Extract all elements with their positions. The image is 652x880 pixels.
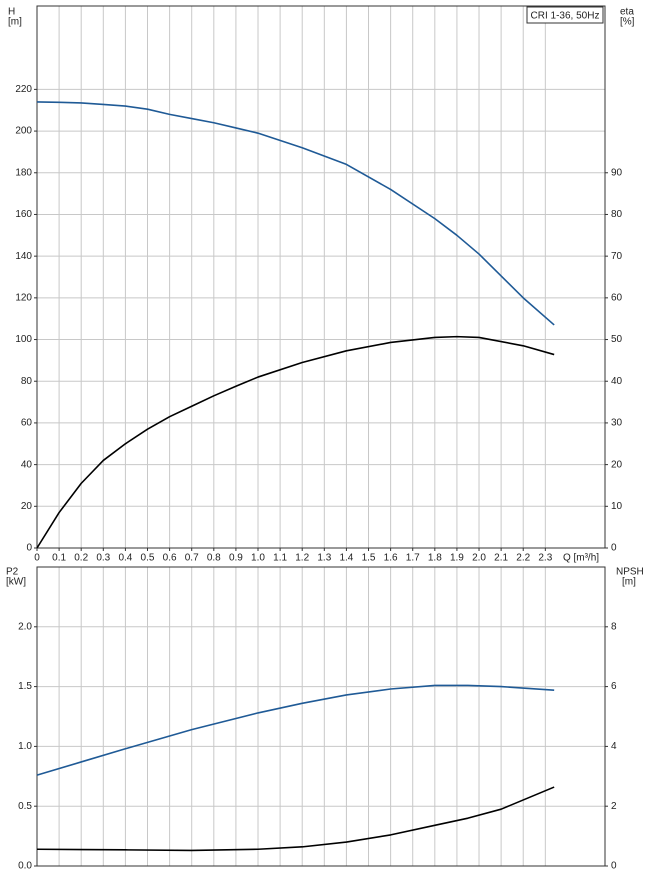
- curve: [36, 786, 555, 852]
- y2-tick-label: 30: [611, 418, 623, 429]
- x-tick-label: 0.9: [229, 553, 243, 564]
- x-tick-label: 0.5: [141, 553, 155, 564]
- y2-axis-unit: [%]: [620, 17, 635, 28]
- y-tick-label: 200: [15, 126, 32, 137]
- y-tick-label: 1.5: [18, 681, 32, 692]
- plot-frame: [36, 5, 606, 549]
- y-tick-label: 220: [15, 84, 32, 95]
- y2-tick-label: 4: [611, 741, 617, 752]
- y-tick-label: 20: [21, 501, 33, 512]
- y-tick-label: 1.0: [18, 741, 32, 752]
- y2-axis-label: NPSH: [616, 567, 644, 578]
- title-box: [526, 6, 604, 24]
- x-tick-label: 1.5: [362, 553, 376, 564]
- y2-tick-label: 70: [611, 251, 623, 262]
- y2-tick-label: 50: [611, 334, 623, 345]
- x-tick-label: 0.6: [163, 553, 177, 564]
- chart-title: CRI 1-36, 50Hz: [531, 11, 600, 22]
- y-axis-unit: [kW]: [6, 577, 26, 588]
- y-tick-label: 140: [15, 251, 32, 262]
- x-tick-label: 2.2: [516, 553, 530, 564]
- y-tick-label: 80: [21, 376, 33, 387]
- x-tick-label: 0: [34, 553, 40, 564]
- x-tick-label: 0.1: [52, 553, 66, 564]
- curve: [36, 101, 555, 326]
- plot-frame: [36, 566, 606, 867]
- x-tick-label: 0.7: [185, 553, 199, 564]
- y-tick-label: 100: [15, 334, 32, 345]
- x-tick-label: 1.6: [384, 553, 398, 564]
- y2-axis-label: eta: [620, 7, 634, 18]
- x-tick-label: 2.3: [538, 553, 552, 564]
- y-tick-label: 120: [15, 292, 32, 303]
- y2-tick-label: 2: [611, 801, 617, 812]
- y2-tick-label: 20: [611, 459, 623, 470]
- y-tick-label: 0: [26, 543, 32, 554]
- x-tick-label: 2.0: [472, 553, 486, 564]
- y-axis-label: H: [8, 7, 15, 18]
- x-tick-label: 0.4: [118, 553, 132, 564]
- y2-tick-label: 40: [611, 376, 623, 387]
- x-tick-label: 1.0: [251, 553, 265, 564]
- y2-tick-label: 10: [611, 501, 623, 512]
- curve: [36, 684, 555, 776]
- y2-tick-label: 0: [611, 861, 617, 872]
- y2-tick-label: 80: [611, 209, 623, 220]
- y-tick-label: 180: [15, 167, 32, 178]
- x-tick-label: 0.2: [74, 553, 88, 564]
- x-tick-label: 1.2: [295, 553, 309, 564]
- x-tick-label: 0.8: [207, 553, 221, 564]
- x-tick-label: 1.9: [450, 553, 464, 564]
- y2-axis-unit: [m]: [622, 577, 636, 588]
- x-tick-label: 1.3: [317, 553, 331, 564]
- y2-tick-label: 90: [611, 167, 623, 178]
- y-tick-label: 0.0: [18, 861, 32, 872]
- curve: [36, 335, 555, 549]
- y-tick-label: 0.5: [18, 801, 32, 812]
- x-tick-label: 1.7: [406, 553, 420, 564]
- y-tick-label: 160: [15, 209, 32, 220]
- y-tick-label: 2.0: [18, 621, 32, 632]
- y2-tick-label: 0: [611, 543, 617, 554]
- x-tick-label: 1.4: [339, 553, 353, 564]
- y2-tick-label: 8: [611, 621, 617, 632]
- y2-tick-label: 60: [611, 292, 623, 303]
- y2-tick-label: 6: [611, 681, 617, 692]
- y-tick-label: 40: [21, 459, 33, 470]
- y-axis-unit: [m]: [8, 17, 22, 28]
- x-axis-label: Q [m³/h]: [563, 553, 599, 564]
- x-tick-label: 0.3: [96, 553, 110, 564]
- x-tick-label: 1.1: [273, 553, 287, 564]
- y-tick-label: 60: [21, 418, 33, 429]
- y-axis-label: P2: [6, 567, 19, 578]
- x-tick-label: 2.1: [494, 553, 508, 564]
- x-tick-label: 1.8: [428, 553, 442, 564]
